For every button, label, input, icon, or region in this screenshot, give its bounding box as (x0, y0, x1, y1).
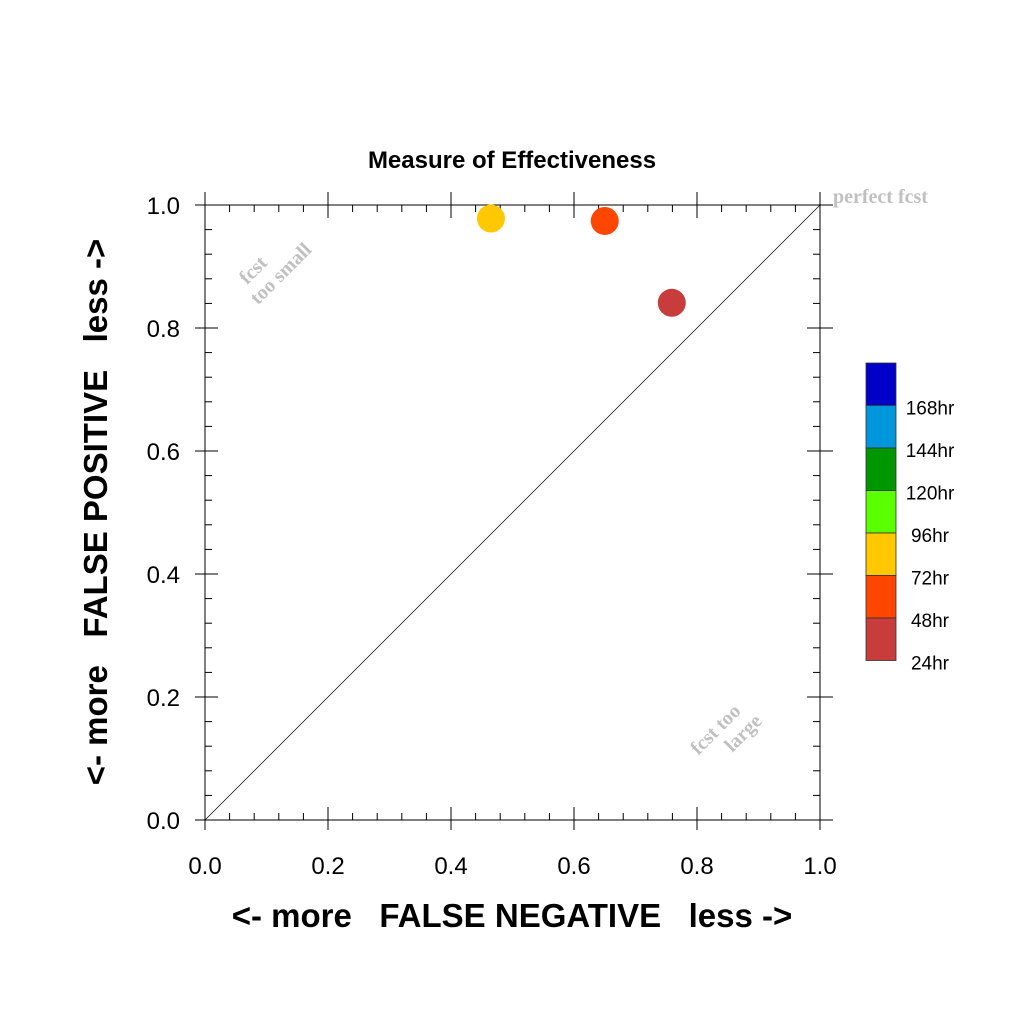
y-tick-label: 0.0 (147, 808, 180, 835)
legend-label-24hr: 24hr (911, 653, 950, 674)
data-points (476, 204, 686, 317)
too-small-annotation: fcst too small (235, 239, 316, 309)
chart-title: Measure of Effectiveness (368, 147, 656, 174)
too-large-annotation: fcst too large (686, 700, 766, 759)
x-axis-label: <- more FALSE NEGATIVE less -> (232, 897, 793, 934)
point-24hr (657, 288, 686, 317)
x-tick-label: 0.0 (188, 853, 221, 880)
x-tick-label: 0.4 (434, 853, 467, 880)
legend-swatch-72hr (865, 532, 897, 576)
legend-label-72hr: 72hr (911, 568, 950, 589)
x-axis-ticks: 0.0 0.2 0.4 0.6 0.8 1.0 (188, 192, 837, 880)
x-tick-label: 0.2 (311, 853, 344, 880)
y-tick-label: 0.6 (147, 439, 180, 466)
legend-label-120hr: 120hr (906, 483, 955, 504)
legend-swatch-168hr (865, 362, 897, 406)
legend-label-48hr: 48hr (911, 611, 950, 632)
x-tick-label: 0.6 (557, 853, 590, 880)
y-axis-label: <- more FALSE POSITIVE less -> (77, 239, 114, 786)
plot-frame (204, 204, 821, 821)
point-48hr (590, 206, 619, 235)
x-tick-label: 0.8 (680, 853, 713, 880)
point-72hr (476, 204, 505, 233)
y-axis-ticks: 0.0 0.2 0.4 0.6 0.8 1.0 (147, 193, 833, 835)
legend-swatch-48hr (865, 575, 897, 619)
y-tick-label: 0.8 (147, 316, 180, 343)
y-tick-label: 0.2 (147, 685, 180, 712)
perfect-fcst-annotation: perfect fcst (833, 186, 928, 208)
legend-label-96hr: 96hr (911, 526, 950, 547)
y-tick-label: 1.0 (147, 193, 180, 220)
legend-label-168hr: 168hr (906, 398, 955, 419)
legend: 168hr 144hr 120hr 96hr 72hr 48hr 24hr (865, 362, 955, 674)
legend-swatch-96hr (865, 490, 897, 534)
legend-swatch-144hr (865, 405, 897, 449)
diagonal-line (204, 204, 821, 821)
legend-swatch-24hr (865, 617, 897, 661)
legend-swatch-120hr (865, 447, 897, 491)
y-tick-label: 0.4 (147, 562, 180, 589)
x-tick-label: 1.0 (803, 853, 836, 880)
legend-label-144hr: 144hr (906, 441, 955, 462)
